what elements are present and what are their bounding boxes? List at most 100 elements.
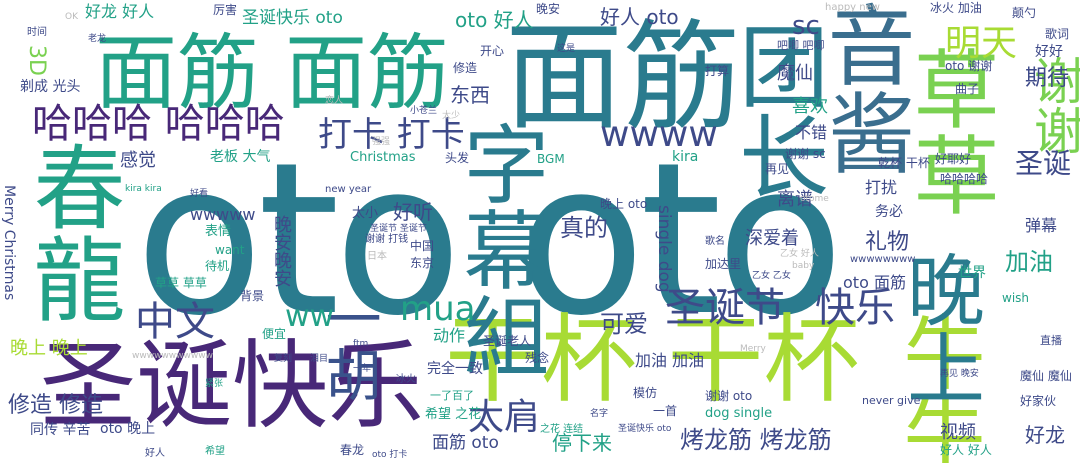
word-da-suan: 打算 bbox=[705, 64, 730, 78]
word-shen-ai-zhe: 深爱着 bbox=[745, 228, 799, 249]
word-tong-chuan: 同传 辛苦 bbox=[30, 422, 91, 438]
word-hao-ren-oto: 好人 oto bbox=[600, 5, 679, 29]
word-small-ac: 希望 bbox=[205, 446, 225, 457]
word-bgm: BGM bbox=[537, 152, 565, 166]
word-lao-ban-da-qi: 老板 大气 bbox=[210, 149, 271, 165]
word-small-y: 一了百了 bbox=[430, 389, 474, 402]
word-qu-zi: 曲子 bbox=[955, 82, 980, 96]
word-da-rao: 打扰 bbox=[865, 178, 898, 197]
word-hao-long: 好龙 bbox=[1025, 423, 1065, 447]
word-small-u: 复刻 bbox=[274, 354, 293, 364]
word-dai-ji: 待机 bbox=[205, 259, 230, 273]
word-small-ag: 再见 晚安 bbox=[940, 369, 979, 379]
word-hao-ye-hao: 好耶好 bbox=[935, 152, 972, 166]
word-never-give: never give bbox=[862, 394, 921, 407]
word-small-ad: 好人 bbox=[145, 448, 165, 459]
word-small-ar: 之花 连结 bbox=[540, 424, 584, 435]
word-small-aa: 春龙 bbox=[340, 443, 365, 457]
word-kuai-le: 快乐 bbox=[815, 285, 895, 331]
word-sheng-dan-big: 圣诞快乐 bbox=[40, 330, 424, 442]
word-small-ao: wwwwwwww bbox=[850, 254, 916, 265]
word-ba-ji-ba-ji: 吧唧 吧唧 bbox=[777, 39, 825, 52]
word-small-d: 恋人 bbox=[325, 96, 344, 106]
word-xie-xie: 谢谢 bbox=[1026, 55, 1080, 155]
word-bu-cuo: 不错 bbox=[795, 123, 828, 142]
word-small-al: 圣诞快乐 oto bbox=[618, 424, 672, 434]
word-dong-jing: 东京 bbox=[410, 256, 435, 270]
word-xi-huan: 喜欢 bbox=[792, 96, 828, 117]
word-oto-hao-ren: oto 好人 bbox=[455, 8, 534, 32]
word-tai-xiao: 太小 bbox=[352, 206, 379, 221]
word-mian-jin-big: 面筋 bbox=[505, 8, 742, 146]
word-wu-bi: 务必 bbox=[875, 204, 903, 220]
word-dong-xi: 东西 bbox=[450, 83, 490, 107]
word-small-ab: oto 打卡 bbox=[372, 450, 408, 460]
word-small-e: 小苍兰 bbox=[410, 106, 438, 116]
word-small-ae: 紧张 bbox=[205, 379, 224, 389]
word-small-av: 圣诞节 圣诞节 bbox=[370, 224, 427, 234]
word-hao-jia-huo: 好家伙 bbox=[1020, 394, 1057, 408]
word-oto-xie-xie: oto 谢谢 bbox=[945, 59, 993, 73]
word-small-x: 残念 bbox=[525, 351, 550, 365]
word-shi-jie: 世界 bbox=[958, 265, 986, 281]
word-small-l: 谢谢 打钱 bbox=[365, 234, 409, 245]
word-small-an: 好看 bbox=[190, 189, 209, 199]
word-mian-jin-2: 面筋 bbox=[285, 26, 450, 121]
word-dog-single: dog single bbox=[705, 406, 773, 421]
word-niu-niu: 牛牛 bbox=[889, 310, 984, 463]
word-qi-dai: 期待 bbox=[1025, 66, 1070, 91]
word-ting-xia-lai: 停下来 bbox=[552, 431, 612, 455]
word-single-dog: single dog bbox=[654, 205, 674, 293]
word-mian-jin-oto: 面筋 oto bbox=[432, 433, 499, 453]
word-dian-wa: 颠勺 bbox=[1012, 6, 1037, 20]
word-hao-ting: 好听 bbox=[393, 200, 433, 224]
word-cao-cao: 草草 bbox=[898, 45, 998, 217]
word-xiu-zao: 修造 修造 bbox=[8, 393, 103, 418]
word-small-as: wish bbox=[1002, 291, 1030, 305]
word-xiu-zao-small: 修造 bbox=[453, 61, 478, 75]
word-xie-xie-oto: 谢谢 oto bbox=[705, 389, 753, 403]
word-jia-you-jia-you: 加油 加油 bbox=[635, 351, 705, 370]
word-small-bb: 这是 bbox=[557, 44, 576, 54]
word-small-af: Merry bbox=[740, 344, 766, 354]
word-yi-hu: 一胡 bbox=[316, 290, 381, 402]
word-mian-jin-1: 面筋 bbox=[95, 26, 260, 121]
word-small-am: kira kira bbox=[125, 184, 162, 194]
word-tan-mu: 弹幕 bbox=[1025, 216, 1058, 235]
word-biao-qing: 表情 bbox=[205, 224, 232, 239]
word-oto-mian-jin: oto 面筋 bbox=[843, 273, 906, 292]
word-small-t: 一年 bbox=[353, 364, 372, 374]
word-small-aw: wwwwwwwwwww bbox=[132, 351, 213, 361]
word-wan-an-wan-an: 晚安晚安 bbox=[271, 215, 292, 287]
word-yi-shou: 一首 bbox=[653, 404, 678, 418]
word-sheng-dan-jie: 圣诞节 bbox=[665, 285, 785, 331]
word-zi-mu-zu: 字幕組 bbox=[448, 120, 548, 378]
word-zhen-de: 真的 bbox=[560, 214, 608, 242]
word-kao-long-jin: 烤龙筋 烤龙筋 bbox=[680, 426, 832, 454]
word-zhong-guo: 中国 bbox=[410, 239, 435, 253]
word-small-g: 强强 bbox=[372, 137, 391, 147]
word-sheng-dan-v: 圣诞 bbox=[1015, 147, 1072, 180]
word-hao-hao: 好好 bbox=[1035, 44, 1063, 60]
word-small-w: 冰火 bbox=[396, 374, 416, 385]
word-zai-jian: 再见 bbox=[765, 162, 790, 176]
word-gan-bei: 干杯 干杯 bbox=[445, 304, 860, 416]
word-happy-new: happy new bbox=[825, 2, 880, 13]
word-ge-ci: 歌词 bbox=[1045, 27, 1070, 41]
word-pian-yi: 便宜 bbox=[262, 327, 287, 341]
word-small-b: OK bbox=[65, 12, 78, 22]
word-small-j: 日本 bbox=[367, 251, 387, 262]
word-li-pu: 离谱 bbox=[777, 189, 813, 210]
word-small-at: ftm bbox=[353, 339, 369, 349]
word-wan-shang-wan-shang: 晚上 晚上 bbox=[10, 338, 88, 359]
word-wwwww: wwwww bbox=[190, 205, 256, 224]
word-wan-quan-yi-zhi: 完全一致 bbox=[427, 361, 483, 377]
word-wan-an: 晚安 bbox=[536, 2, 561, 16]
word-gan-jue: 感觉 bbox=[120, 150, 156, 171]
word-kira: kira bbox=[672, 149, 699, 165]
word-li-hai: 厉害 bbox=[213, 3, 238, 17]
word-small-o: baby bbox=[792, 261, 815, 271]
word-mua: mua bbox=[400, 289, 476, 329]
word-small-a: 时间 bbox=[27, 27, 47, 38]
word-tai-jian: 太肩 bbox=[468, 397, 541, 438]
